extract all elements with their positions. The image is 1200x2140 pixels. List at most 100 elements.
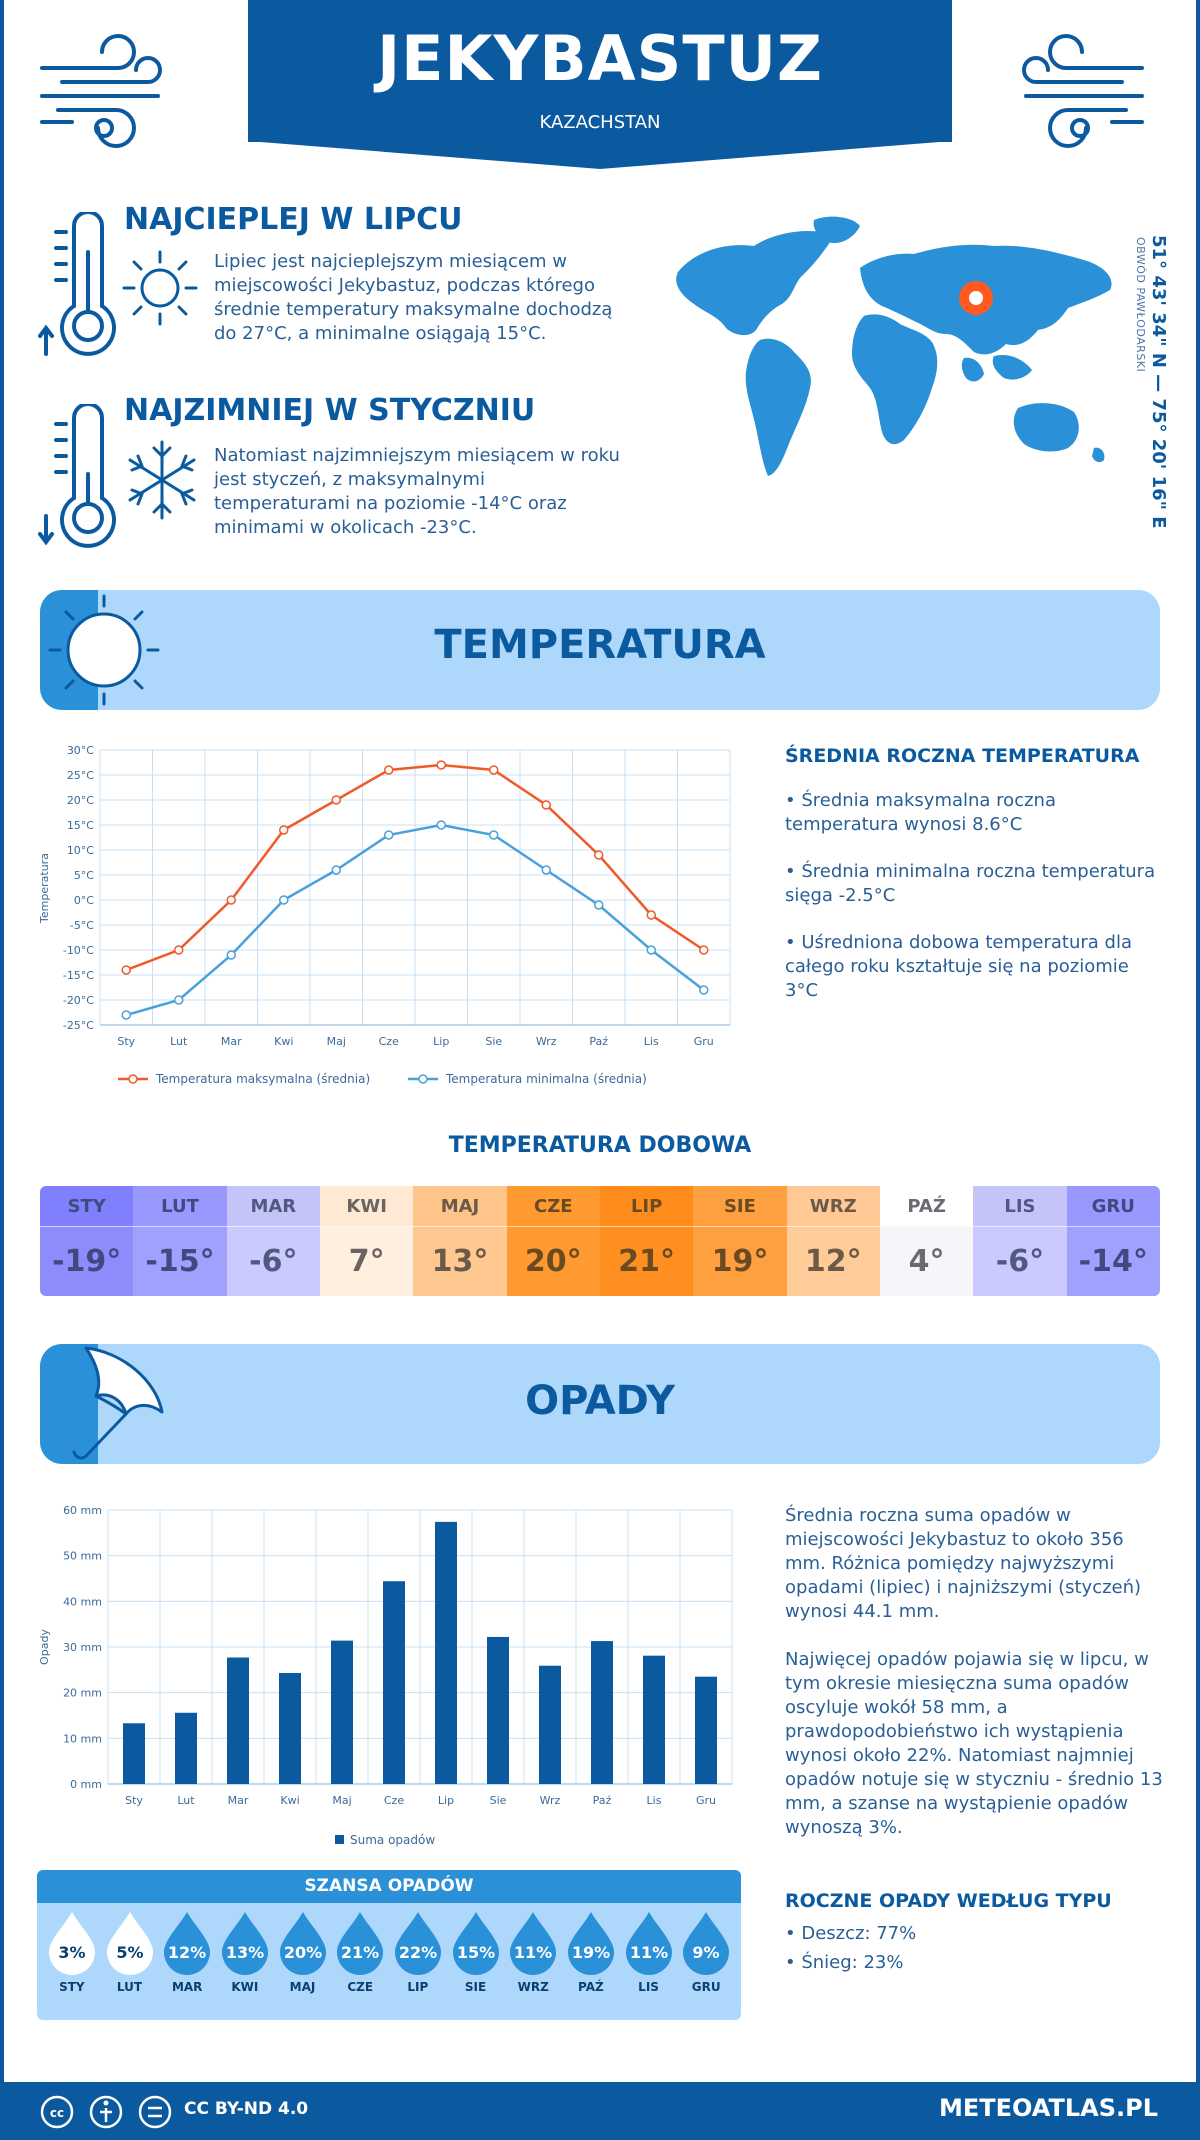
daily-temp-value: 20° [506, 1226, 600, 1296]
daily-temp-table: STY -19° LUT -15° MAR -6° KWI 7° MAJ 13° CZE 20° LIP… [40, 1186, 1160, 1296]
daily-temp-cell: MAJ 13° [413, 1186, 507, 1296]
x-tick-label: Cze [379, 1035, 399, 1048]
snowflake-icon [128, 440, 196, 520]
precipitation-legend: Suma opadów [335, 1833, 435, 1847]
precip-bar [383, 1581, 405, 1784]
x-tick-label: Kwi [274, 1035, 293, 1048]
thermometer-up-icon [38, 212, 116, 356]
daily-temp-title: TEMPERATURA DOBOWA [448, 1133, 752, 1158]
precip-chance-item: 21% CZE [331, 1910, 389, 1994]
y-tick-label: 15°C [67, 819, 94, 832]
coordinates-label: 51° 43' 34" N — 75° 20' 16" E [1148, 235, 1169, 529]
temperature-chart: -25°C -20°C -15°C -10°C -5°C 0°C 5°C 10°C 15°C 20… [38, 744, 731, 1086]
precip-bar [435, 1521, 457, 1784]
precip-chance-item: 13% KWI [216, 1910, 274, 1994]
max-temp-point [121, 965, 131, 975]
raindrop-icon: 11% [510, 1912, 557, 1975]
x-tick-label: Mar [221, 1035, 242, 1048]
legend-min: Temperatura minimalna (średnia) [445, 1072, 647, 1086]
daily-temp-cell: LIS -6° [973, 1186, 1067, 1296]
x-tick-label: Paź [593, 1794, 612, 1807]
precip-bar [331, 1640, 353, 1784]
daily-temp-value: -15° [133, 1226, 227, 1296]
temperature-axis-label: Temperatura [38, 853, 51, 924]
min-temp-point [646, 945, 656, 955]
license-label: CC BY-ND 4.0 [184, 2099, 309, 2119]
annual-temp-bullet-avg: • Uśredniona dobowa temperatura dla całe… [785, 932, 1133, 1001]
daily-temp-month: STY [40, 1186, 134, 1226]
footer [0, 2082, 1200, 2140]
precip-chance-value: 5% [116, 1943, 143, 1962]
daily-temp-value: 19° [693, 1226, 787, 1296]
max-temp-point [174, 945, 184, 955]
x-tick-label: Lis [647, 1794, 662, 1807]
precip-chance-value: 21% [341, 1943, 379, 1962]
thermometer-down-icon [38, 404, 116, 548]
precip-chance-item: 19% PAŹ [562, 1910, 620, 1994]
max-temp-point [594, 850, 604, 860]
precip-chance-month: PAŹ [578, 1980, 604, 1994]
coldest-title: NAJZIMNIEJ W STYCZNIU [124, 393, 536, 428]
x-tick-label: Sty [125, 1794, 143, 1807]
precip-chance-value: 12% [168, 1943, 206, 1962]
y-tick-label: 0 mm [70, 1778, 102, 1791]
precip-chance-month: LIS [638, 1980, 659, 1994]
precip-chance-value: 11% [629, 1943, 667, 1962]
precip-type-title: ROCZNE OPADY WEDŁUG TYPU [785, 1890, 1112, 1912]
nd-icon [138, 2095, 172, 2129]
x-tick-label: Kwi [280, 1794, 299, 1807]
precip-chance-month: KWI [231, 1980, 259, 1994]
daily-temp-month: KWI [319, 1186, 414, 1226]
license-icons: cc [40, 2095, 172, 2129]
x-tick-label: Wrz [540, 1794, 561, 1807]
x-tick-label: Cze [384, 1794, 404, 1807]
precip-chance-value: 20% [283, 1943, 321, 1962]
daily-temp-month: PAŹ [879, 1186, 974, 1226]
precip-chance-title: SZANSA OPADÓW [37, 1870, 741, 1903]
header-banner [248, 0, 952, 142]
precip-chance-month: MAR [171, 1980, 203, 1994]
x-tick-label: Lut [177, 1794, 195, 1807]
cc-icon [40, 2095, 74, 2129]
precip-bar [487, 1636, 509, 1784]
daily-temp-value: 21° [599, 1226, 694, 1296]
x-tick-label: Gru [694, 1035, 714, 1048]
site-link[interactable]: METEOATLAS.PL [938, 2094, 1158, 2122]
daily-temp-value: 4° [879, 1226, 974, 1296]
precip-bar [643, 1655, 665, 1784]
precip-bar [591, 1641, 613, 1784]
precip-chance-value: 19% [572, 1943, 610, 1962]
precip-chance-row: 3% STY 5% LUT 12% MAR 13% KWI 20% MAJ 21% CZE 22% LIP… [37, 1910, 741, 1994]
precip-details: Najwięcej opadów pojawia się w lipcu, w … [785, 1649, 1163, 1838]
max-temp-point [489, 765, 499, 775]
daily-temp-cell: GRU -14° [1066, 1186, 1160, 1296]
temperature-legend: Temperatura maksymalna (średnia) Tempera… [118, 1072, 647, 1086]
precip-chance-month: LIP [407, 1980, 429, 1994]
daily-temp-value: -14° [1066, 1226, 1160, 1296]
x-tick-label: Sie [485, 1035, 502, 1048]
daily-temp-cell: STY -19° [40, 1186, 134, 1296]
daily-temp-cell: PAŹ 4° [879, 1186, 974, 1296]
precip-bar [695, 1676, 717, 1784]
x-tick-label: Lis [644, 1035, 659, 1048]
y-tick-label: 10 mm [63, 1732, 102, 1745]
raindrop-icon: 9% [683, 1912, 730, 1975]
daily-temp-cell: SIE 19° [693, 1186, 787, 1296]
precip-chance-month: CZE [347, 1980, 374, 1994]
max-temp-line [125, 763, 705, 972]
svg-text:cc: cc [50, 2106, 64, 2120]
precip-bar [279, 1673, 301, 1784]
temperature-section-title: TEMPERATURA [434, 622, 766, 668]
precip-chance-item: 5% LUT [101, 1910, 159, 1994]
precip-chance-item: 12% MAR [158, 1910, 216, 1994]
raindrop-icon: 19% [567, 1912, 614, 1975]
y-tick-label: 0°C [74, 894, 94, 907]
max-temp-point [279, 825, 289, 835]
region-label: OBWÓD PAWŁODARSKI [1134, 237, 1147, 373]
y-tick-label: 60 mm [63, 1504, 102, 1517]
annual-temp-bullet-min: • Średnia minimalna roczna temperatura s… [785, 861, 1156, 906]
precip-chance-item: 11% LIS [620, 1910, 678, 1994]
min-temp-point [436, 820, 446, 830]
precip-bar [123, 1723, 145, 1784]
max-temp-point [699, 945, 709, 955]
